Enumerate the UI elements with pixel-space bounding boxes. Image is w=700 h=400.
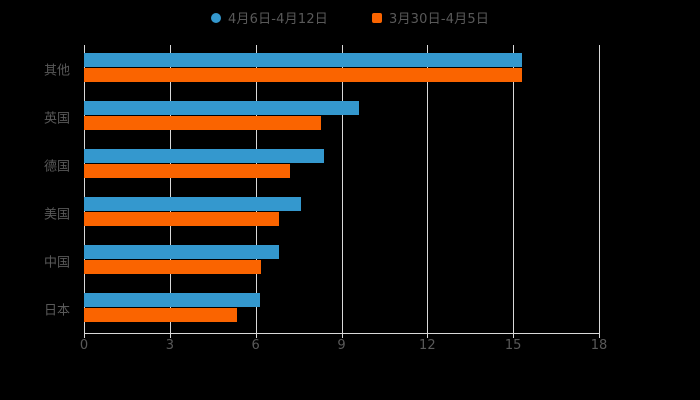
bar-其他-series-0[interactable] xyxy=(84,53,522,67)
bar-美国-series-0[interactable] xyxy=(84,197,302,211)
gridline xyxy=(513,45,515,333)
legend-swatch-icon-series-1 xyxy=(372,12,382,23)
bar-其他-series-1[interactable] xyxy=(84,68,522,82)
plot-area: 其他英国德国美国中国日本 xyxy=(44,45,600,333)
x-axis-tick-mark xyxy=(513,333,515,338)
gridline xyxy=(169,45,171,333)
legend-label-series-1: 3月30日-4月5日 xyxy=(389,12,490,27)
gridline xyxy=(84,45,85,333)
legend-label-series-0: 4月6日-4月12日 xyxy=(227,12,328,27)
bar-中国-series-1[interactable] xyxy=(84,260,262,274)
category-row: 英国 xyxy=(44,93,599,141)
legend-swatch-icon-series-0 xyxy=(210,12,221,23)
x-axis-tick-mark xyxy=(427,333,429,338)
x-axis-tick-mark xyxy=(255,333,257,338)
y-axis-category-label: 日本 xyxy=(43,303,70,319)
x-axis-tick-mark xyxy=(84,333,85,338)
bar-日本-series-0[interactable] xyxy=(84,293,260,307)
x-axis-tick-label: 3 xyxy=(165,338,174,353)
bar-日本-series-1[interactable] xyxy=(84,308,238,322)
x-axis-tick-label: 15 xyxy=(504,338,522,353)
chart-legend: 4月6日-4月12日 3月30日-4月5日 xyxy=(0,8,700,27)
x-axis-tick-label: 0 xyxy=(79,338,89,353)
y-axis-category-label: 中国 xyxy=(43,255,70,271)
x-axis-tick-mark xyxy=(169,333,171,338)
legend-entry-series-0[interactable]: 4月6日-4月12日 xyxy=(210,8,328,27)
category-row: 其他 xyxy=(44,45,599,93)
category-row: 日本 xyxy=(44,285,599,333)
y-axis-category-label: 其他 xyxy=(43,63,70,79)
x-axis-tick-mark xyxy=(599,333,600,338)
x-axis-tick-mark xyxy=(341,333,343,338)
bar-德国-series-1[interactable] xyxy=(84,164,290,178)
category-row: 中国 xyxy=(44,237,599,285)
gridline xyxy=(255,45,257,333)
y-axis-category-label: 德国 xyxy=(43,159,70,175)
bar-美国-series-1[interactable] xyxy=(84,212,279,226)
bar-德国-series-0[interactable] xyxy=(84,149,325,163)
gridline xyxy=(427,45,429,333)
category-row: 德国 xyxy=(44,141,599,189)
bar-中国-series-0[interactable] xyxy=(84,245,279,259)
gridline xyxy=(599,45,600,333)
x-axis-tick-label: 6 xyxy=(251,338,260,353)
bar-英国-series-0[interactable] xyxy=(84,101,359,115)
y-axis-category-label: 英国 xyxy=(43,111,70,127)
x-axis-tick-label: 9 xyxy=(337,338,346,353)
legend-entry-series-1[interactable]: 3月30日-4月5日 xyxy=(372,8,489,27)
y-axis-category-label: 美国 xyxy=(43,207,70,223)
gridline xyxy=(341,45,343,333)
x-axis-tick-label: 12 xyxy=(419,338,436,353)
category-row: 美国 xyxy=(44,189,599,237)
x-axis-tick-label: 18 xyxy=(590,338,608,353)
bar-英国-series-1[interactable] xyxy=(84,116,322,130)
